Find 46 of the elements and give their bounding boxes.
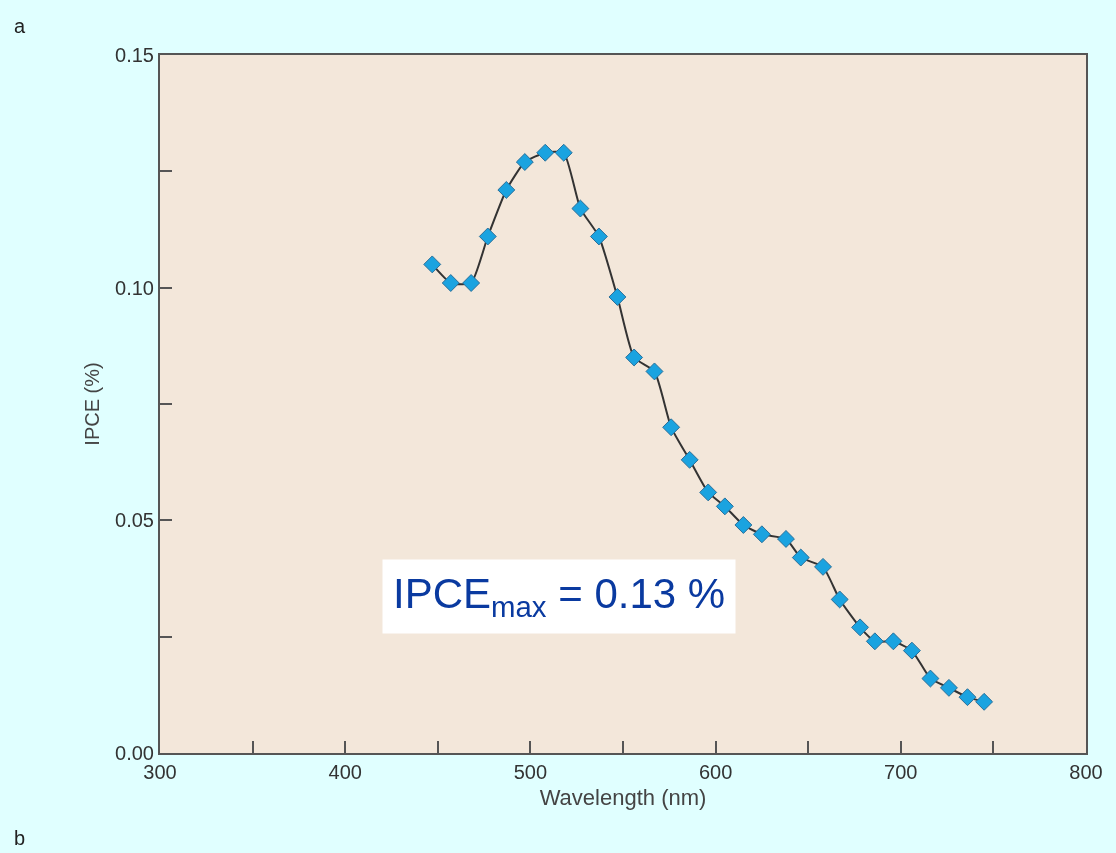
- point: [814, 557, 832, 576]
- point: [884, 632, 903, 651]
- point: [699, 483, 718, 502]
- y-tick-label: 0.10: [115, 276, 154, 299]
- text: b: [14, 827, 26, 849]
- point: [423, 255, 442, 274]
- point: [571, 199, 590, 218]
- point: [441, 274, 460, 292]
- point: [478, 227, 497, 246]
- point: [715, 497, 734, 516]
- x-tick-label: 600: [698, 761, 733, 783]
- point: [554, 143, 573, 162]
- point: [851, 618, 870, 637]
- point: [462, 274, 481, 292]
- x-axis-title: Wavelength (nm): [539, 785, 707, 811]
- point: [608, 288, 627, 306]
- y-tick-label: 0.00: [115, 742, 154, 764]
- point: [536, 143, 555, 162]
- point: [958, 688, 977, 707]
- x-tick-label: 500: [513, 761, 548, 783]
- x-tick-label: 800: [1069, 761, 1103, 783]
- point: [975, 692, 994, 711]
- x-tick-label: 300: [143, 761, 177, 783]
- text: a: [14, 15, 26, 37]
- point: [625, 348, 644, 367]
- point: [662, 418, 681, 437]
- point: [497, 181, 516, 199]
- point: [791, 548, 810, 567]
- y-tick-label: 0.05: [115, 509, 154, 532]
- point: [830, 590, 849, 609]
- point: [777, 530, 795, 548]
- point: [902, 641, 921, 660]
- x-tick-label: 400: [328, 761, 362, 783]
- point: [752, 525, 771, 544]
- y-tick-label: 0.15: [115, 44, 154, 66]
- annotation: IPCE$_{max}$ = 0.13 %: [393, 570, 726, 623]
- point: [645, 362, 664, 381]
- point: [589, 227, 608, 246]
- point: [865, 632, 884, 651]
- point: [515, 153, 534, 171]
- point: [680, 450, 699, 469]
- y-axis-title: IPCE (%): [81, 362, 104, 446]
- x-tick-label: 700: [884, 761, 918, 783]
- point: [940, 678, 958, 697]
- point: [734, 516, 753, 534]
- point: [921, 669, 940, 688]
